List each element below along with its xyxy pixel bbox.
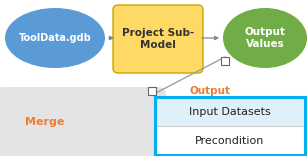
- Bar: [155, 97, 305, 126]
- FancyBboxPatch shape: [113, 5, 203, 73]
- Bar: [155, 97, 305, 155]
- Bar: [155, 97, 305, 155]
- Ellipse shape: [5, 8, 105, 68]
- Bar: [148, 87, 156, 95]
- Text: Output
Values: Output Values: [245, 27, 286, 49]
- Bar: [221, 57, 229, 65]
- Text: ToolData.gdb: ToolData.gdb: [18, 33, 91, 43]
- FancyBboxPatch shape: [0, 87, 166, 156]
- Ellipse shape: [223, 8, 307, 68]
- Text: Precondition: Precondition: [195, 136, 265, 146]
- Text: Project Sub-
Model: Project Sub- Model: [122, 28, 194, 50]
- Text: Output: Output: [189, 86, 230, 96]
- Text: Merge: Merge: [25, 117, 65, 127]
- Text: Input Datasets: Input Datasets: [189, 107, 271, 117]
